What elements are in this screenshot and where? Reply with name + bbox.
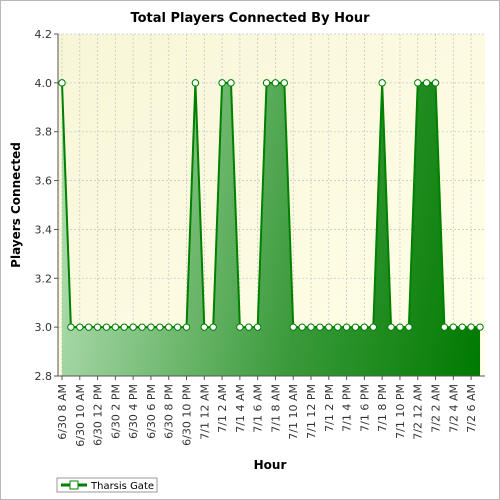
x-tick-label: 7/1 2 AM xyxy=(216,384,229,433)
y-axis-label: Players Connected xyxy=(9,142,23,268)
data-point xyxy=(67,323,75,331)
x-tick-label: 6/30 6 PM xyxy=(145,384,158,439)
data-point xyxy=(476,323,484,331)
y-tick-label: 3.8 xyxy=(35,126,53,139)
data-point xyxy=(147,323,155,331)
y-tick-label: 3.4 xyxy=(35,223,53,236)
data-point xyxy=(316,323,324,331)
x-tick-label: 7/2 2 AM xyxy=(430,384,443,433)
x-tick-label: 7/1 6 AM xyxy=(252,384,265,433)
data-point xyxy=(342,323,351,331)
x-tick-label: 7/1 4 AM xyxy=(234,384,247,433)
series-area-fill xyxy=(62,82,480,376)
x-tick-label: 6/30 12 PM xyxy=(92,384,105,446)
x-tick-label: 7/2 4 AM xyxy=(447,384,460,433)
data-point xyxy=(76,323,84,331)
x-tick-label: 6/30 4 PM xyxy=(127,384,140,439)
y-tick-label: 3.6 xyxy=(35,175,53,188)
data-point xyxy=(360,323,369,331)
data-point xyxy=(129,323,137,331)
data-point xyxy=(422,79,431,87)
data-point xyxy=(218,79,226,87)
data-point xyxy=(280,79,289,87)
y-tick-label: 3.2 xyxy=(35,272,53,285)
legend-box xyxy=(56,477,158,493)
data-point xyxy=(387,323,395,331)
data-point xyxy=(271,79,280,87)
data-point xyxy=(209,323,217,331)
x-tick-label: 7/1 2 PM xyxy=(323,384,336,432)
data-point xyxy=(289,323,297,331)
data-point xyxy=(138,323,146,331)
x-tick-label: 7/1 8 AM xyxy=(269,384,282,433)
x-tick-label: 7/2 12 AM xyxy=(412,384,425,440)
data-point xyxy=(334,323,342,331)
x-tick-label: 7/1 8 PM xyxy=(376,384,389,432)
series-markers xyxy=(58,79,484,331)
y-axis-ticks: 2.8 3.0 3.2 3.4 3.6 3.8 4.0 4.2 xyxy=(35,28,58,383)
data-point xyxy=(351,323,360,331)
data-point xyxy=(467,323,475,331)
data-point xyxy=(378,79,386,87)
data-point xyxy=(405,323,413,331)
data-point xyxy=(102,323,111,331)
data-point xyxy=(449,323,458,331)
data-point xyxy=(307,323,315,331)
data-point xyxy=(431,79,440,87)
x-tick-label: 7/1 4 PM xyxy=(341,384,354,432)
x-tick-label: 7/1 12 AM xyxy=(198,384,211,440)
data-point xyxy=(173,323,182,331)
data-point xyxy=(58,79,66,87)
legend-marker-swatch xyxy=(69,480,79,490)
data-point xyxy=(165,323,173,331)
data-point xyxy=(200,323,208,331)
x-tick-label: 6/30 10 AM xyxy=(74,384,87,447)
x-axis-ticks: 6/30 8 AM 6/30 10 AM 6/30 12 PM 6/30 2 PM 6/… xyxy=(56,376,478,447)
data-point xyxy=(236,323,244,331)
data-point xyxy=(262,79,271,87)
data-point xyxy=(191,79,200,87)
data-point xyxy=(440,323,449,331)
x-tick-label: 6/30 8 PM xyxy=(163,384,176,439)
series-area xyxy=(62,82,480,376)
data-point xyxy=(458,323,466,331)
data-point xyxy=(396,323,404,331)
x-tick-label: 7/1 12 PM xyxy=(305,384,318,439)
x-tick-label: 7/1 10 PM xyxy=(394,384,407,439)
x-tick-label: 7/1 6 PM xyxy=(358,384,371,432)
x-tick-label: 7/1 10 AM xyxy=(287,384,300,440)
data-point xyxy=(93,323,102,331)
y-tick-label: 4.0 xyxy=(35,77,53,90)
x-tick-label: 6/30 2 PM xyxy=(109,384,122,439)
y-tick-label: 2.8 xyxy=(35,370,53,383)
x-tick-label: 6/30 8 AM xyxy=(56,384,69,440)
data-point xyxy=(325,323,333,331)
data-point xyxy=(156,323,164,331)
x-axis-label: Hour xyxy=(254,458,287,472)
data-point xyxy=(111,323,120,331)
data-point xyxy=(245,323,253,331)
y-tick-label: 4.2 xyxy=(35,28,53,41)
y-tick-label: 3.0 xyxy=(35,321,53,334)
x-tick-label: 6/30 10 PM xyxy=(181,384,194,446)
legend-entry-label: Tharsis Gate xyxy=(90,481,154,492)
x-tick-label: 7/2 6 AM xyxy=(465,384,478,433)
data-point xyxy=(414,79,422,87)
data-point xyxy=(227,79,235,87)
data-point xyxy=(369,323,377,331)
data-point xyxy=(253,323,262,331)
data-point xyxy=(182,323,191,331)
chart-title: Total Players Connected By Hour xyxy=(130,11,370,26)
data-point xyxy=(84,323,93,331)
legend: Tharsis Gate xyxy=(56,477,158,493)
data-point xyxy=(120,323,128,331)
data-point xyxy=(298,323,306,331)
